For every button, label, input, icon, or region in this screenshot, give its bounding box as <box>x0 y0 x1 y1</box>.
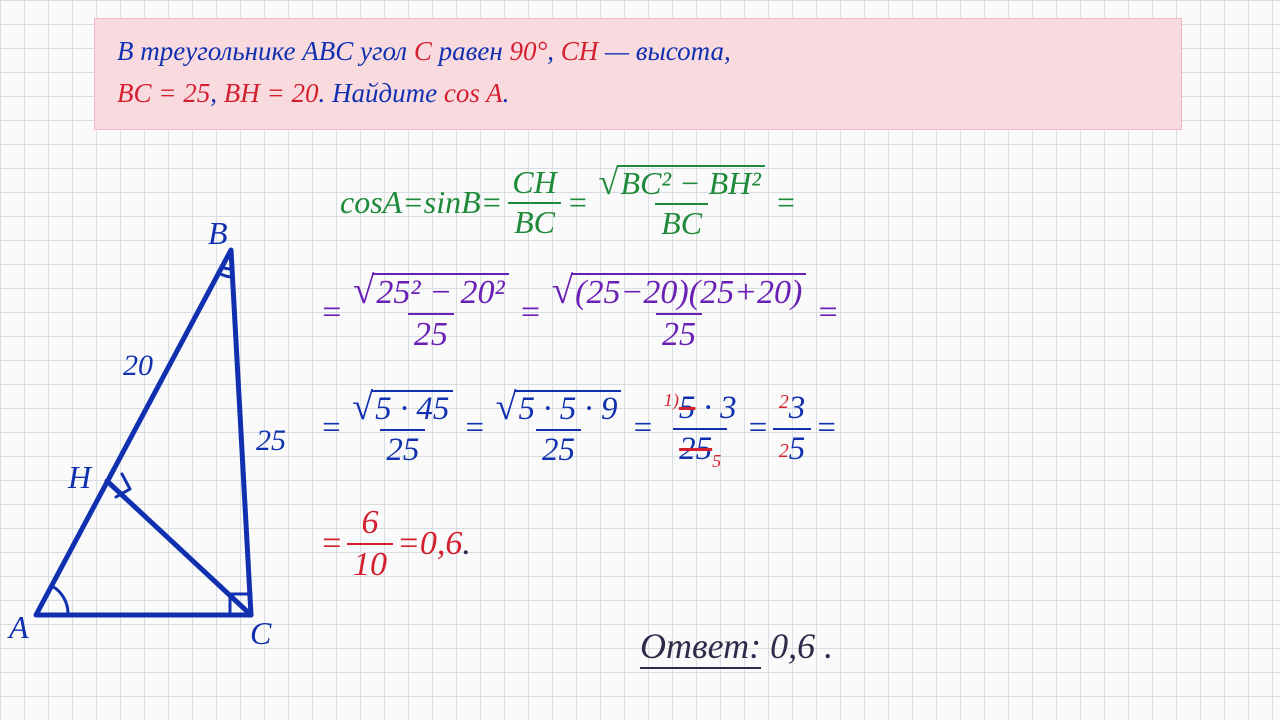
eq: = <box>402 184 424 221</box>
problem-text: . Найдите <box>318 78 443 108</box>
frac: 23 25 <box>773 391 811 466</box>
eq: = <box>320 294 343 332</box>
problem-cos: cos A <box>444 78 503 108</box>
radicand: 25² − 20² <box>376 274 504 311</box>
eq: = <box>519 294 542 332</box>
scale-tag: 2 <box>779 440 789 462</box>
scale-tag: 2 <box>779 391 789 413</box>
final-value: 0,6 <box>420 525 463 563</box>
den: 25 <box>656 313 702 353</box>
cos-a: cosA <box>340 184 402 221</box>
num: 6 <box>355 505 384 543</box>
den: BC <box>508 202 561 240</box>
problem-text: — высота, <box>598 36 730 66</box>
eq: = <box>397 525 420 563</box>
eq: = <box>481 184 503 221</box>
den: 25 <box>408 313 454 353</box>
frac-cancel: 1)5 · 3 255 <box>658 391 743 466</box>
label-c: C <box>250 615 272 651</box>
num: √5 · 45 <box>346 390 459 429</box>
den: 25 <box>380 429 425 468</box>
answer-value: 0,6 . <box>761 626 833 666</box>
frac: √(25−20)(25+20) 25 <box>546 273 813 352</box>
solution-work: cosA = sinB = CH BC = √BC² − BH² BC = = … <box>320 165 1260 705</box>
frac-ch-bc: CH BC <box>506 166 562 239</box>
eq: = <box>815 410 837 447</box>
eq: = <box>747 410 769 447</box>
triangle-diagram: A C B H 20 25 <box>6 220 306 660</box>
answer-line: Ответ: 0,6 . <box>640 625 833 667</box>
radicand: 5 · 5 · 9 <box>518 391 617 427</box>
frac: 6 10 <box>347 505 393 582</box>
frac: √25² − 20² 25 <box>347 273 515 352</box>
den: 10 <box>347 543 393 583</box>
step-4: = 6 10 = 0,6 . <box>320 505 471 582</box>
problem-text: , <box>547 36 561 66</box>
num: √BC² − BH² <box>592 165 771 203</box>
eq: = <box>320 525 343 563</box>
radical: √(25−20)(25+20) <box>552 273 807 311</box>
problem-bc: BC = 25 <box>117 78 210 108</box>
den: BC <box>655 203 708 241</box>
problem-text: , <box>210 78 224 108</box>
problem-angle: 90° <box>509 36 547 66</box>
step-2: = √25² − 20² 25 = √(25−20)(25+20) 25 = <box>320 273 839 352</box>
num: 1)5 · 3 <box>658 391 743 428</box>
radicand: BC² − BH² <box>621 165 761 201</box>
cancel-tag: 5 <box>712 451 721 471</box>
radical: √BC² − BH² <box>598 165 765 201</box>
den: 25 <box>536 429 581 468</box>
eq: = <box>775 184 797 221</box>
den: 25 <box>773 428 811 467</box>
problem-text: . <box>503 78 510 108</box>
frac: √5 · 5 · 9 25 <box>490 390 628 467</box>
cancel-tag: 1) <box>664 390 679 410</box>
answer-label: Ответ: <box>640 626 761 669</box>
step-1: cosA = sinB = CH BC = √BC² − BH² BC = <box>340 165 796 240</box>
radical: √25² − 20² <box>353 273 509 311</box>
eq: = <box>631 410 653 447</box>
num: √25² − 20² <box>347 273 515 313</box>
problem-ch: CH <box>561 36 599 66</box>
eq: = <box>320 410 342 447</box>
problem-text: В треугольнике ABC угол <box>117 36 414 66</box>
den: 255 <box>673 428 727 467</box>
label-bh: 20 <box>123 349 153 382</box>
problem-letter-c: C <box>414 36 432 66</box>
triangle-svg: A C B H 20 25 <box>6 220 306 660</box>
period: . <box>462 525 471 563</box>
label-b: B <box>208 220 228 251</box>
num: √(25−20)(25+20) <box>546 273 813 313</box>
label-h: H <box>67 459 93 495</box>
radicand: (25−20)(25+20) <box>575 274 802 311</box>
eq: = <box>816 294 839 332</box>
radicand: 5 · 45 <box>375 391 449 427</box>
label-a: A <box>7 609 29 645</box>
problem-bh: BH = 20 <box>224 78 319 108</box>
step-3: = √5 · 45 25 = √5 · 5 · 9 25 = 1)5 · 3 2… <box>320 390 838 467</box>
label-bc: 25 <box>256 424 286 457</box>
num: 23 <box>773 391 811 428</box>
frac: √5 · 45 25 <box>346 390 459 467</box>
eq: = <box>463 410 485 447</box>
sin-b: sinB <box>424 184 481 221</box>
problem-text: равен <box>432 36 510 66</box>
problem-box: В треугольнике ABC угол C равен 90°, CH … <box>94 18 1182 130</box>
frac-sqrt-bc: √BC² − BH² BC <box>592 165 771 240</box>
num: √5 · 5 · 9 <box>490 390 628 429</box>
eq: = <box>567 184 589 221</box>
num: CH <box>506 166 562 202</box>
